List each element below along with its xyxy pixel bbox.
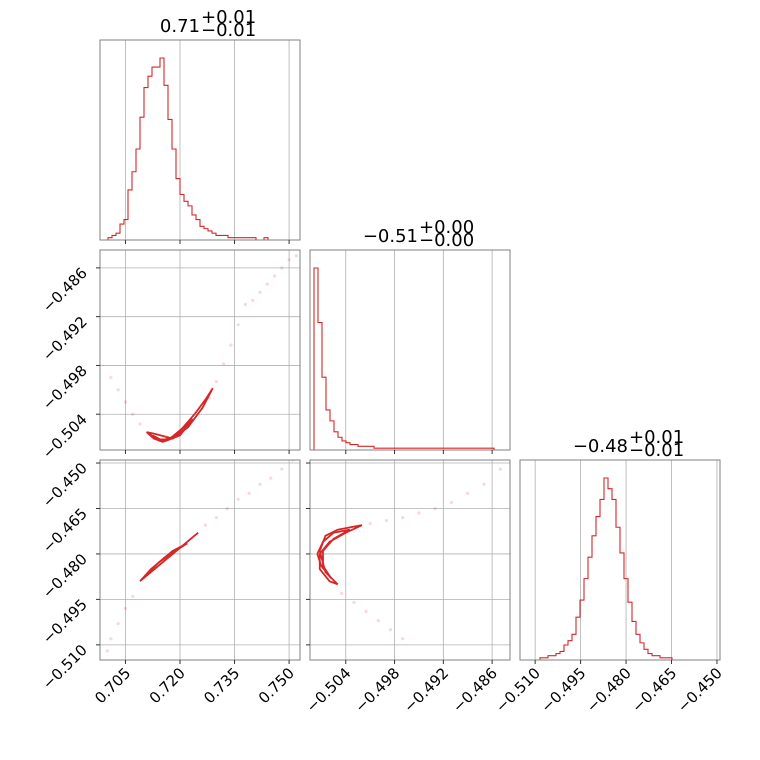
scatter-point-0-2-11 [269,476,273,480]
scatter-point-0-1-6 [214,380,218,384]
panel-frame-0-0 [99,39,301,241]
scatter-point-0-1-10 [243,302,248,307]
scatter-point-1-2-7 [482,482,486,486]
scatter-point-0-2-4 [131,594,135,598]
ytick-label-2-0: −0.510 [39,641,91,693]
xtick-label-2-3: −0.465 [628,664,680,716]
scatter-point-0-2-10 [258,482,262,486]
xtick-label-2-4: −0.450 [674,664,726,716]
panel-title-2-plus: +0.01 [629,427,684,448]
scatter-point-0-2-7 [225,506,229,511]
histogram-p0 [100,57,300,240]
scatter-point-0-1-13 [265,282,269,286]
ytick-label-2-4: −0.450 [39,459,91,511]
scatter-point-0-1-17 [294,254,298,258]
scatter-point-0-2-2 [116,622,120,626]
scatter-point-0-1-12 [258,290,262,294]
ytick-label-1-1: −0.498 [39,362,91,414]
panel-frame-2-0 [99,459,301,661]
panel-title-2: −0.48 [573,436,628,457]
scatter-point-0-1-11 [251,298,255,303]
scatter-point-0-2-0 [105,649,109,653]
xtick-label-1-2: −0.492 [400,664,452,716]
scatter-point-1-2-1 [384,519,389,523]
ytick-label-2-2: −0.480 [39,550,91,602]
scatter-point-1-2-14 [401,637,405,641]
scatter-point-0-2-5 [203,523,208,527]
scatter-point-0-2-8 [236,497,240,501]
scatter-point-0-1-1 [116,388,120,392]
xtick-label-1-1: −0.498 [351,664,403,716]
histogram-p2 [520,477,720,660]
scatter-point-0-1-2 [123,400,128,404]
panel-frame-2-2 [519,459,721,661]
contour-1-2-1 [316,528,351,579]
scatter-point-0-1-16 [287,258,291,262]
xtick-label-0-2: 0.735 [200,664,243,707]
scatter-point-1-2-5 [449,500,454,505]
scatter-point-1-2-4 [433,506,437,511]
scatter-point-0-1-9 [236,323,240,327]
scatter-point-0-1-4 [138,422,142,426]
scatter-point-1-2-2 [401,515,405,520]
contour-1-2-0 [318,524,363,586]
ytick-label-1-3: −0.486 [39,264,91,316]
panel-title-2-minus: −0.01 [629,440,684,461]
scatter-point-1-2-6 [466,491,470,495]
panel-title-1: −0.51 [363,226,418,247]
ytick-label-1-2: −0.492 [39,313,91,365]
scatter-point-1-2-10 [352,600,356,605]
xtick-label-1-0: −0.504 [303,664,355,716]
scatter-point-1-2-13 [388,628,393,632]
scatter-point-0-1-7 [222,362,226,366]
scatter-point-1-2-8 [498,467,502,471]
xtick-label-2-2: −0.480 [583,664,635,716]
scatter-point-0-2-1 [109,637,113,641]
scatter-point-0-2-9 [247,491,251,495]
contour-0-2-1 [142,542,188,579]
xtick-label-0-3: 0.750 [255,664,298,707]
scatter-point-1-2-11 [364,609,368,614]
panel-frame-1-0 [99,249,301,451]
scatter-point-1-2-9 [340,591,344,595]
ytick-label-2-3: −0.465 [39,505,91,557]
scatter-point-0-2-6 [214,515,218,520]
panel-title-1-minus: −0.00 [419,230,474,251]
scatter-point-0-1-3 [131,412,135,416]
ytick-label-1-0: −0.504 [39,410,91,462]
scatter-point-1-2-3 [417,511,421,515]
pair-0-2 [105,460,295,653]
xtick-label-1-3: −0.486 [449,664,501,716]
panel-title-0: 0.71 [160,16,200,37]
panel-title-0-minus: −0.01 [201,20,256,41]
xtick-label-2-1: −0.495 [537,664,589,716]
scatter-point-0-2-12 [280,467,284,471]
panel-frame-2-1 [309,459,511,661]
scatter-point-0-1-0 [109,376,113,380]
scatter-point-1-2-0 [368,522,372,526]
panel-title-1-plus: +0.00 [419,217,474,238]
contour-0-1-2 [152,424,187,443]
pair-0-1 [109,254,298,443]
xtick-label-0-0: 0.705 [91,664,134,707]
scatter-point-0-1-15 [280,266,284,270]
xtick-label-2-0: −0.510 [492,664,544,716]
ytick-label-2-1: −0.495 [39,595,91,647]
panel-title-0-plus: +0.01 [201,7,256,28]
histogram-p1 [310,267,510,450]
scatter-point-0-1-8 [229,343,233,347]
pair-1-2 [316,467,502,641]
xtick-label-0-1: 0.720 [146,664,189,707]
scatter-point-0-1-14 [272,274,277,278]
panel-frame-1-1 [309,249,511,451]
scatter-point-0-2-3 [123,606,128,611]
scatter-point-1-2-12 [376,619,380,623]
